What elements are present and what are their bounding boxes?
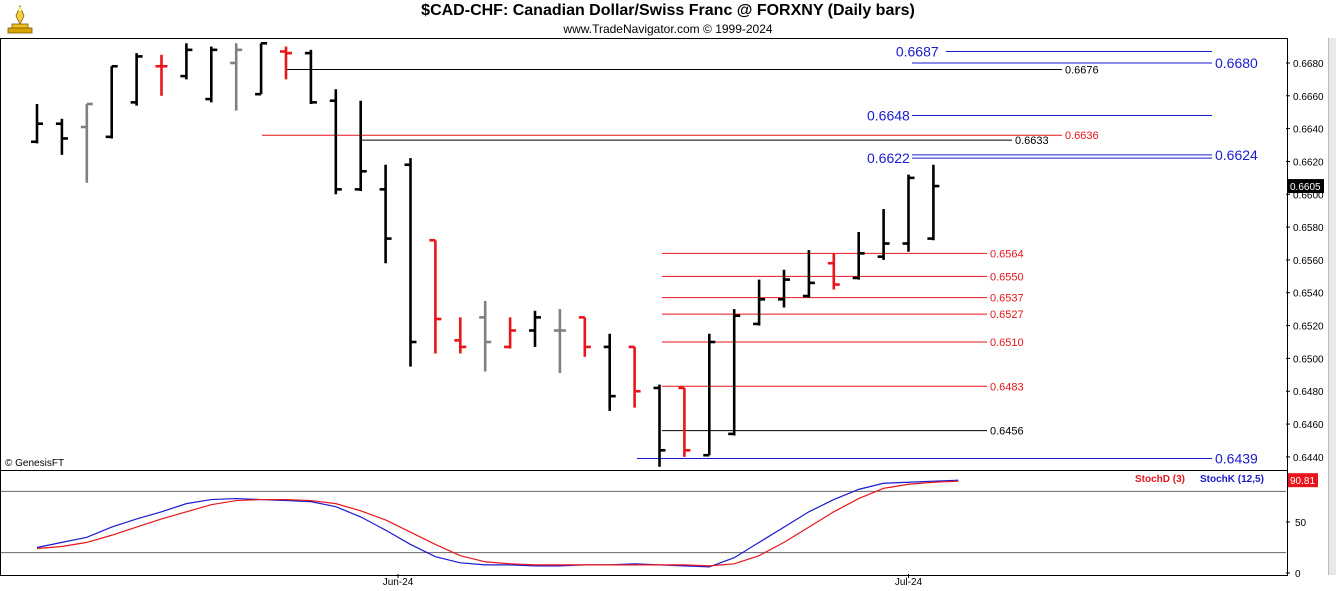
ohlc-bar xyxy=(230,43,243,111)
ohlc-bar xyxy=(180,43,193,80)
ohlc-bar xyxy=(304,49,317,105)
ohlc-bar xyxy=(404,158,417,367)
level-label: 0.6633 xyxy=(1015,135,1049,147)
level-label: 0.6510 xyxy=(990,337,1024,349)
stoch-legend-d: StochD (3) xyxy=(1135,474,1185,485)
ohlc-bar xyxy=(105,64,118,139)
ohlc-bar xyxy=(628,345,641,408)
level-label: 0.6550 xyxy=(990,271,1024,283)
ohlc-bar xyxy=(877,209,890,260)
ohlc-bar xyxy=(479,300,492,372)
ohlc-bar xyxy=(553,309,566,374)
chart-title: $CAD-CHF: Canadian Dollar/Swiss Franc @ … xyxy=(421,2,915,19)
ohlc-bar xyxy=(329,89,342,195)
level-label: 0.6527 xyxy=(990,309,1024,321)
price-axis-label: 0.6660 xyxy=(1293,92,1324,103)
ohlc-bar xyxy=(902,174,915,252)
ohlc-bar xyxy=(429,238,442,354)
level-label: 0.6483 xyxy=(990,381,1024,393)
price-axis-label: 0.6520 xyxy=(1293,322,1324,333)
ohlc-bar xyxy=(80,102,93,183)
stoch-axis-label: 50 xyxy=(1295,518,1307,529)
price-axis-label: 0.6540 xyxy=(1293,289,1324,300)
price-panel[interactable] xyxy=(0,38,1288,472)
stoch-legend-k: StochK (12,5) xyxy=(1200,474,1264,485)
ohlc-bar xyxy=(31,104,43,144)
ohlc-bar xyxy=(603,333,616,411)
price-axis-label: 0.6440 xyxy=(1293,453,1324,464)
ohlc-bar xyxy=(802,250,815,298)
level-label: 0.6439 xyxy=(1215,451,1258,467)
trade-navigator-logo-icon xyxy=(7,4,33,34)
price-axis-label: 0.6640 xyxy=(1293,125,1324,136)
ohlc-bar xyxy=(454,317,467,354)
ohlc-bar xyxy=(778,269,790,308)
price-axis-label: 0.6600 xyxy=(1293,190,1324,201)
date-axis-label: Jun-24 xyxy=(383,577,414,588)
level-label: 0.6648 xyxy=(867,107,910,123)
ohlc-bar xyxy=(379,164,392,264)
level-label: 0.6636 xyxy=(1065,130,1099,142)
price-axis-label: 0.6580 xyxy=(1293,223,1324,234)
level-label: 0.6624 xyxy=(1215,147,1258,163)
ohlc-bar xyxy=(653,384,666,467)
ohlc-bar xyxy=(852,232,865,280)
price-axis-label: 0.6500 xyxy=(1293,354,1324,365)
level-label: 0.6680 xyxy=(1215,55,1258,71)
stoch-series-line xyxy=(36,480,959,567)
ohlc-bar xyxy=(728,309,741,436)
last-price-label: 0.6605 xyxy=(1290,182,1321,193)
price-axis-label: 0.6560 xyxy=(1293,256,1324,267)
level-label: 0.6622 xyxy=(867,150,910,166)
ohlc-bar xyxy=(280,46,292,80)
ohlc-bar xyxy=(255,41,268,96)
level-label: 0.6456 xyxy=(990,426,1024,438)
ohlc-bar xyxy=(753,279,766,326)
price-axis-label: 0.6460 xyxy=(1293,420,1324,431)
last-price-box xyxy=(1288,179,1324,194)
price-axis-label: 0.6620 xyxy=(1293,157,1324,168)
level-label: 0.6676 xyxy=(1065,65,1099,77)
ohlc-bar xyxy=(504,317,517,349)
ohlc-bar xyxy=(703,333,716,457)
ohlc-bar xyxy=(130,53,143,106)
ohlc-bar xyxy=(827,253,840,290)
stoch-value-label: 90.81 xyxy=(1290,476,1315,487)
stoch-series-line xyxy=(36,479,959,568)
ohlc-bar xyxy=(927,164,940,241)
ohlc-bar xyxy=(578,316,591,357)
copyright-text: © GenesisFT xyxy=(5,458,65,469)
ohlc-bar xyxy=(354,100,367,191)
stoch-axis-label: 0 xyxy=(1295,569,1301,580)
ohlc-bar xyxy=(205,46,218,103)
price-axis-label: 0.6680 xyxy=(1293,59,1324,70)
chart-subtitle: www.TradeNavigator.com © 1999-2024 xyxy=(563,22,773,36)
level-label: 0.6564 xyxy=(990,248,1024,260)
stoch-value-box xyxy=(1288,473,1318,488)
date-axis-label: Jul-24 xyxy=(895,577,923,588)
price-axis-scrollbar[interactable] xyxy=(1328,38,1336,575)
stochastic-panel[interactable] xyxy=(0,470,1288,576)
level-label: 0.6687 xyxy=(896,43,939,59)
ohlc-bar xyxy=(529,310,541,347)
ohlc-bar xyxy=(55,118,68,155)
ohlc-bar xyxy=(155,54,168,96)
level-label: 0.6537 xyxy=(990,293,1024,305)
price-axis-label: 0.6480 xyxy=(1293,387,1324,398)
ohlc-bar xyxy=(678,386,691,457)
